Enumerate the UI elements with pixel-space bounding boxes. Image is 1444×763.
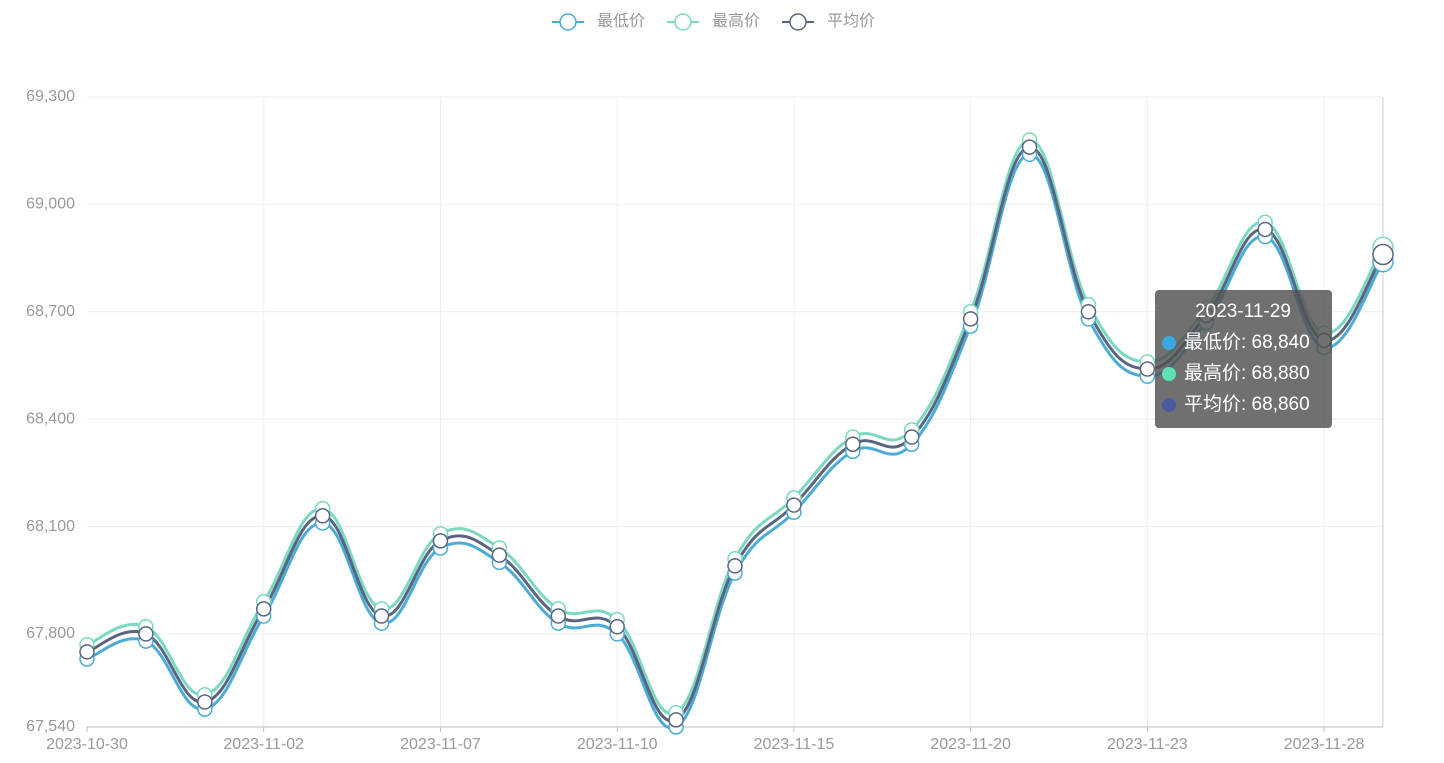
point: [845, 436, 861, 452]
point: [786, 497, 802, 513]
tooltip-dot: [1162, 336, 1176, 350]
point: [373, 608, 390, 624]
y-tick-label: 69,300: [26, 88, 75, 105]
legend-marker: [559, 13, 577, 31]
point: [668, 712, 684, 728]
y-tick-label: 67,800: [26, 625, 75, 642]
point: [1257, 221, 1273, 238]
tooltip-item: 最高价: 68,880: [1184, 362, 1310, 384]
point: [962, 311, 979, 327]
tooltip-item: 最低价: 68,840: [1184, 331, 1310, 353]
point: [197, 694, 213, 710]
series: [79, 132, 1394, 735]
y-tick-label: 68,400: [26, 410, 75, 427]
legend-marker: [674, 13, 692, 31]
point: [79, 644, 95, 660]
tooltip-title: 2023-11-29: [1195, 301, 1291, 322]
point: [1080, 304, 1097, 320]
y-tick-label: 68,700: [26, 303, 75, 320]
legend-label: 平均价: [827, 12, 875, 30]
point: [550, 608, 567, 624]
x-tick-label: 2023-11-28: [1284, 736, 1365, 753]
series-line: [86, 145, 1385, 723]
x-tick-label: 2023-11-10: [577, 736, 658, 753]
x-tick-label: 2023-10-30: [46, 736, 128, 753]
x-tick-label: 2023-11-23: [1107, 736, 1188, 753]
x-tick-label: 2023-11-15: [754, 736, 835, 753]
point: [1021, 139, 1038, 155]
y-tick-label: 68,100: [26, 518, 75, 535]
series-line: [86, 152, 1385, 730]
tooltip-dot: [1162, 398, 1176, 412]
tooltip-dot: [1162, 367, 1176, 381]
point: [432, 533, 449, 549]
point: [1372, 243, 1394, 266]
x-tick-label: 2023-11-07: [400, 736, 481, 753]
point: [903, 429, 920, 445]
legend-marker: [789, 13, 807, 31]
tooltip-item: 平均价: 68,860: [1184, 393, 1310, 415]
point: [727, 558, 743, 574]
point: [609, 619, 625, 635]
y-tick-label: 67,540: [26, 718, 75, 735]
tooltip: 2023-11-29 最低价: 68,840 最高价: 68,880 平均价: 68…: [1155, 290, 1332, 428]
point: [491, 547, 508, 563]
legend-label: 最高价: [712, 12, 760, 30]
x-tick-label: 2023-11-20: [930, 736, 1011, 753]
legend: 最低价 最高价 平均价: [552, 12, 875, 31]
x-tick-label: 2023-11-02: [223, 736, 304, 753]
point: [138, 626, 154, 642]
point: [255, 601, 272, 617]
tooltip-box: [1155, 290, 1332, 428]
point: [1139, 361, 1156, 377]
point: [314, 508, 331, 524]
legend-label: 最低价: [597, 12, 645, 30]
y-tick-label: 69,000: [26, 196, 75, 213]
